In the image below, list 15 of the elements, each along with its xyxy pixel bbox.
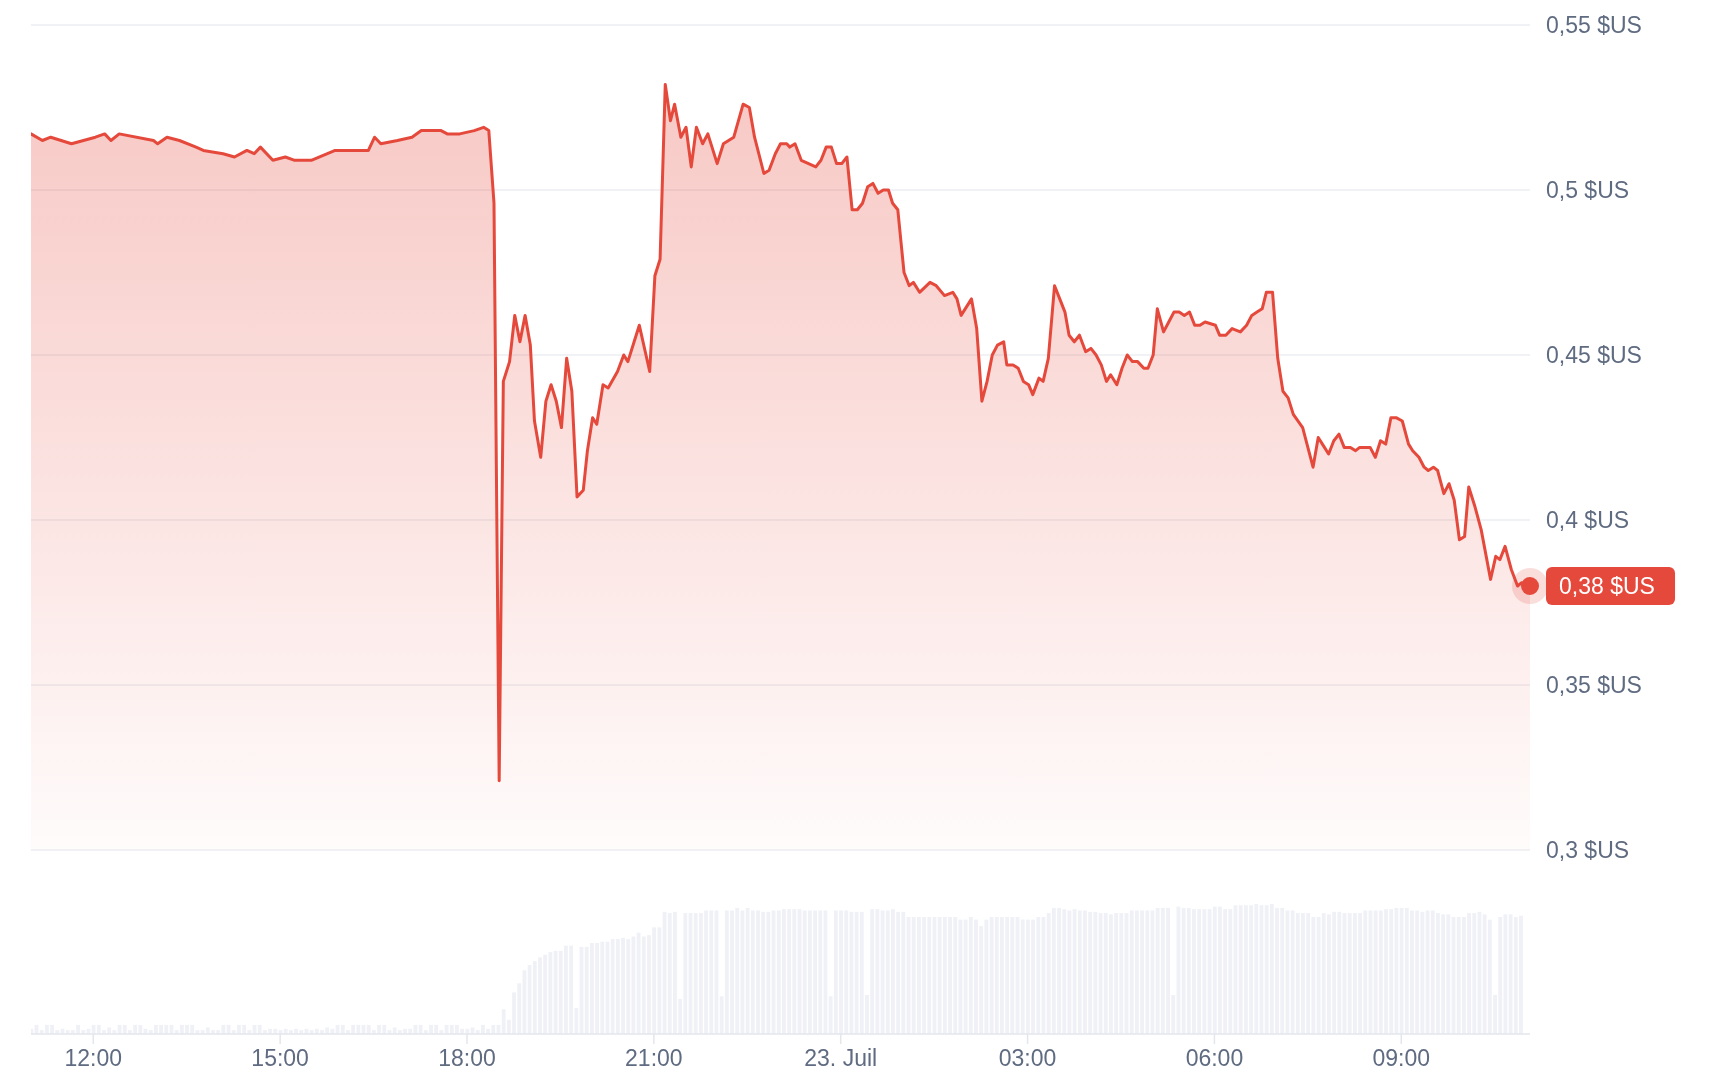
x-tick-label: 18:00	[438, 1045, 496, 1072]
x-tick-label: 23. Juil	[804, 1045, 878, 1072]
x-tick-label: 21:00	[625, 1045, 683, 1072]
x-tick-label: 12:00	[64, 1045, 123, 1072]
x-tick-label: 09:00	[1372, 1045, 1431, 1072]
annotation: 0,38 $US	[1559, 573, 1655, 600]
x-tick-label: 06:00	[1185, 1045, 1244, 1072]
y-tick-label: 0,35 $US	[1546, 672, 1642, 699]
x-tick-label: 15:00	[251, 1045, 309, 1072]
x-tick-label: 03:00	[998, 1045, 1057, 1072]
y-tick-label: 0,5 $US	[1546, 177, 1630, 204]
y-tick-label: 0,45 $US	[1546, 342, 1642, 369]
y-tick-label: 0,4 $US	[1546, 507, 1630, 534]
y-tick-label: 0,55 $US	[1546, 12, 1642, 39]
y-tick-label: 0,3 $US	[1546, 837, 1630, 864]
